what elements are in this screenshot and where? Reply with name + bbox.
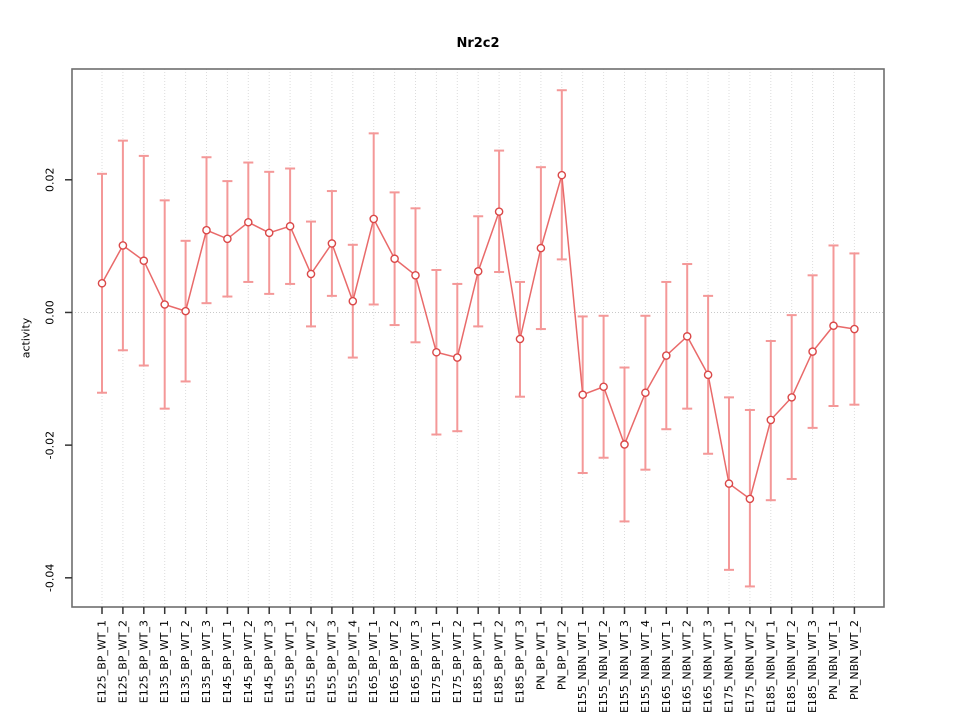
x-tick-label: E155_NBN_WT_1 xyxy=(576,620,589,713)
x-tick-label: E135_BP_WT_2 xyxy=(179,620,192,703)
x-tick-label: E175_NBN_WT_1 xyxy=(723,620,736,713)
x-tick-label: E125_BP_WT_2 xyxy=(116,620,129,703)
x-tick-label: E155_NBN_WT_4 xyxy=(639,620,652,713)
y-axis-label: activity xyxy=(19,317,33,359)
data-point-marker xyxy=(390,254,399,264)
data-point-marker xyxy=(557,170,567,180)
x-tick-label: E185_NBN_WT_2 xyxy=(785,620,798,713)
data-point-marker xyxy=(432,347,441,357)
x-tick-label: E155_NBN_WT_2 xyxy=(597,620,610,713)
y-tick-label: 0.02 xyxy=(44,168,57,193)
x-tick-label: E135_BP_WT_1 xyxy=(158,620,171,703)
x-tick-label: PN_BP_WT_1 xyxy=(534,620,547,690)
x-tick-label: E165_NBN_WT_1 xyxy=(660,620,673,713)
data-point-marker xyxy=(118,241,128,250)
data-point-marker xyxy=(850,324,859,334)
data-point-marker xyxy=(536,243,546,253)
x-tick-label: E165_NBN_WT_3 xyxy=(702,620,715,713)
data-point-marker xyxy=(599,382,608,392)
data-point-marker xyxy=(411,271,420,280)
data-point-marker xyxy=(724,479,734,488)
data-point-marker xyxy=(578,390,588,400)
y-tick-label: 0.00 xyxy=(44,300,57,325)
y-tick-label: -0.04 xyxy=(44,564,57,592)
data-point-marker xyxy=(620,440,629,449)
data-point-marker xyxy=(829,321,838,331)
x-tick-label: E165_BP_WT_1 xyxy=(367,620,380,703)
x-tick-label: E175_BP_WT_2 xyxy=(451,620,464,703)
data-point-marker xyxy=(808,347,817,356)
data-point-marker xyxy=(348,296,358,306)
x-tick-label: E155_BP_WT_3 xyxy=(325,620,338,703)
x-tick-label: E155_NBN_WT_3 xyxy=(618,620,631,713)
x-tick-label: PN_NBN_WT_1 xyxy=(827,620,840,700)
x-tick-label: E185_BP_WT_3 xyxy=(514,620,527,703)
data-point-marker xyxy=(473,267,483,276)
x-tick-label: E155_BP_WT_1 xyxy=(284,620,297,703)
data-point-marker xyxy=(181,306,190,316)
data-point-marker xyxy=(306,269,316,279)
data-point-marker xyxy=(160,300,169,309)
x-tick-label: PN_BP_WT_2 xyxy=(555,620,568,690)
x-tick-label: PN_NBN_WT_2 xyxy=(848,620,861,700)
data-point-marker xyxy=(641,388,650,398)
x-tick-label: E185_BP_WT_1 xyxy=(472,620,485,703)
x-tick-label: E145_BP_WT_1 xyxy=(221,620,234,703)
chart-title: Nr2c2 xyxy=(456,36,500,51)
x-tick-label: E125_BP_WT_1 xyxy=(96,620,109,703)
x-tick-label: E185_NBN_WT_3 xyxy=(806,620,819,713)
x-tick-label: E155_BP_WT_4 xyxy=(346,620,359,703)
data-point-marker xyxy=(787,393,797,402)
data-point-marker xyxy=(494,207,504,216)
data-point-marker xyxy=(662,351,671,360)
x-tick-label: E165_BP_WT_2 xyxy=(388,620,401,703)
x-tick-label: E145_BP_WT_2 xyxy=(242,620,255,703)
x-tick-label: E145_BP_WT_3 xyxy=(263,620,276,703)
x-tick-label: E125_BP_WT_3 xyxy=(137,620,150,703)
x-tick-label: E185_BP_WT_2 xyxy=(493,620,506,703)
x-tick-label: E165_BP_WT_3 xyxy=(409,620,422,703)
y-tick-label: -0.02 xyxy=(44,431,57,459)
data-point-marker xyxy=(202,225,211,235)
data-point-marker xyxy=(369,214,379,224)
data-point-marker xyxy=(243,217,253,227)
data-point-marker xyxy=(264,228,274,238)
data-point-marker xyxy=(139,256,149,266)
data-point-marker xyxy=(327,239,337,248)
data-point-marker xyxy=(515,334,525,344)
data-point-marker xyxy=(97,278,107,288)
plot-box xyxy=(71,68,885,608)
data-point-marker xyxy=(703,370,713,380)
data-point-marker xyxy=(285,221,295,231)
x-tick-label: E185_NBN_WT_1 xyxy=(764,620,777,713)
x-tick-label: E135_BP_WT_3 xyxy=(200,620,213,703)
x-tick-label: E175_BP_WT_1 xyxy=(430,620,443,703)
x-tick-label: E165_NBN_WT_2 xyxy=(681,620,694,713)
data-point-marker xyxy=(452,353,462,362)
x-tick-label: E175_NBN_WT_2 xyxy=(743,620,756,713)
data-point-marker xyxy=(682,332,692,341)
data-point-marker xyxy=(223,234,232,244)
x-tick-label: E155_BP_WT_2 xyxy=(305,620,318,703)
data-point-marker xyxy=(766,415,776,425)
data-point-marker xyxy=(745,494,755,504)
